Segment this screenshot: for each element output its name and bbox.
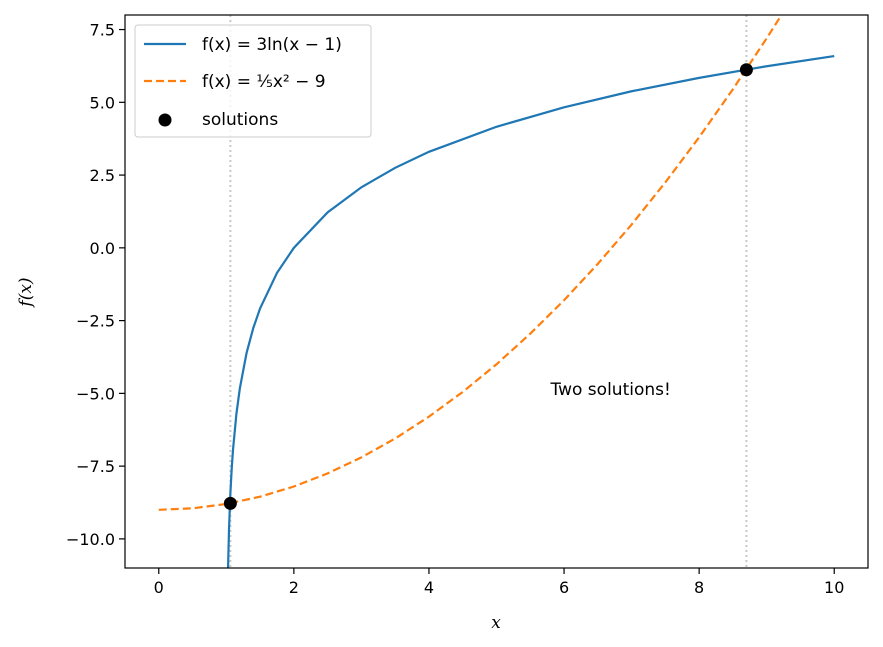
annotation-text: Two solutions! bbox=[550, 380, 671, 400]
legend-box bbox=[134, 24, 372, 138]
y-axis-label: f(x) bbox=[16, 277, 36, 308]
y-axis-ticks: −10.0 −7.5 −5.0 −2.5 0.0 2.5 5.0 7.5 bbox=[66, 21, 125, 549]
solution-point bbox=[739, 63, 753, 77]
y-tick-label: 7.5 bbox=[90, 21, 115, 40]
y-tick-label: 2.5 bbox=[90, 166, 115, 185]
x-tick-label: 6 bbox=[559, 578, 569, 597]
solution-points bbox=[223, 63, 753, 510]
x-axis-label: x bbox=[491, 613, 501, 633]
series-line-quadratic bbox=[158, 16, 782, 511]
legend-swatch-marker bbox=[158, 113, 172, 127]
plot-frame bbox=[124, 14, 869, 569]
y-tick-label: −2.5 bbox=[76, 312, 115, 331]
y-tick-label: 5.0 bbox=[90, 93, 115, 112]
y-tick-label: −7.5 bbox=[76, 457, 115, 476]
y-tick-label: −5.0 bbox=[76, 384, 115, 403]
legend-label-log: f(x) = 3ln(x − 1) bbox=[202, 35, 342, 55]
x-tick-label: 2 bbox=[289, 578, 299, 597]
x-tick-label: 4 bbox=[424, 578, 434, 597]
x-tick-label: 8 bbox=[694, 578, 704, 597]
legend: f(x) = 3ln(x − 1) f(x) = ⅕x² − 9 solutio… bbox=[134, 24, 372, 138]
legend-label-quadratic: f(x) = ⅕x² − 9 bbox=[202, 72, 326, 92]
x-tick-label: 0 bbox=[154, 578, 164, 597]
solution-point bbox=[223, 496, 237, 510]
series-layer bbox=[158, 16, 835, 568]
y-tick-label: 0.0 bbox=[90, 239, 115, 258]
y-tick-label: −10.0 bbox=[66, 530, 115, 549]
x-tick-label: 10 bbox=[824, 578, 844, 597]
series-line-log bbox=[226, 54, 835, 568]
legend-label-solutions: solutions bbox=[202, 110, 278, 130]
plot-area bbox=[158, 15, 835, 568]
x-axis-ticks: 0 2 4 6 8 10 bbox=[154, 568, 844, 597]
